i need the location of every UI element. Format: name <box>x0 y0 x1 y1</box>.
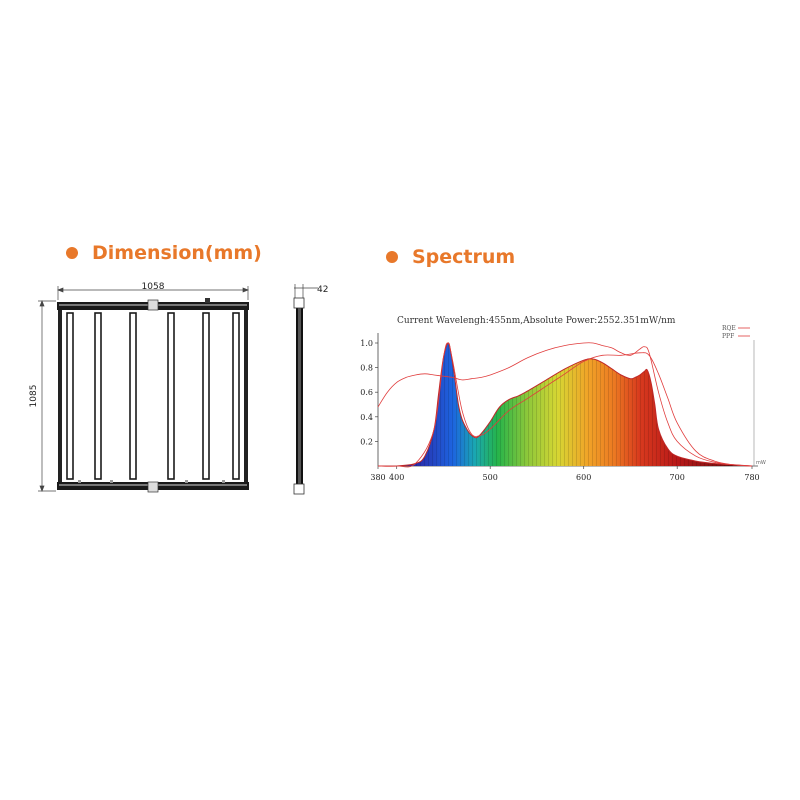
y-tick-label: 0.4 <box>360 413 373 422</box>
y-tick-label: 0.2 <box>360 437 373 446</box>
legend-label-ppf: PPF <box>722 333 734 340</box>
x-tick-label: 500 <box>483 473 498 482</box>
y-tick-label: 0.6 <box>360 388 373 397</box>
x-ticks: 380 400 500 600 700 780 <box>370 466 760 482</box>
corner-label: mW <box>756 460 766 466</box>
spectrum-area-bars <box>378 342 752 467</box>
y-tick-label: 0.8 <box>360 364 373 373</box>
legend-label-rqe: RQE <box>722 325 736 332</box>
x-tick-label: 380 <box>370 473 385 482</box>
x-tick-label: 780 <box>744 473 759 482</box>
y-tick-label: 1.0 <box>360 339 373 348</box>
x-tick-label: 400 <box>389 473 404 482</box>
spectrum-caption: Current Wavelengh:455nm,Absolute Power:2… <box>397 316 676 326</box>
y-ticks: 0.2 0.4 0.6 0.8 1.0 <box>360 339 378 446</box>
spectrum-outline <box>377 342 753 467</box>
bullet-dot-icon <box>66 247 78 259</box>
spectrum-title: Spectrum <box>386 246 515 268</box>
bullet-dot-icon <box>386 251 398 263</box>
rqe-curve <box>377 342 753 467</box>
x-tick-label: 600 <box>576 473 591 482</box>
dimension-title-text: Dimension(mm) <box>92 242 262 264</box>
dimension-title: Dimension(mm) <box>66 242 262 264</box>
spectrum-title-text: Spectrum <box>412 246 516 268</box>
chart-legend: RQE PPF <box>722 325 750 340</box>
ppf-curve <box>377 342 753 468</box>
x-tick-label: 700 <box>670 473 685 482</box>
